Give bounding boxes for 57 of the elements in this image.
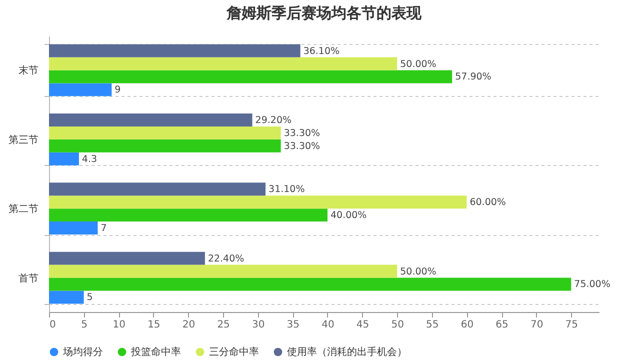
data-label: 33.30% (284, 128, 320, 139)
bar (49, 57, 398, 70)
x-tick-label: 60 (460, 320, 474, 330)
y-tick-label: 第三节 (8, 134, 38, 146)
bar (49, 83, 112, 96)
data-label: 50.00% (400, 58, 436, 70)
x-tick-label: 30 (252, 320, 265, 330)
data-label: 22.40% (208, 253, 244, 264)
x-tick-label: 45 (356, 320, 370, 330)
data-label: 9 (114, 84, 121, 96)
legend-label: 三分命中率 (209, 346, 259, 358)
bar (49, 208, 328, 222)
y-tick-label: 末节 (18, 64, 38, 77)
chart-title: 詹姆斯季后赛场均各节的表现 (226, 4, 422, 22)
bar (49, 126, 281, 140)
x-tick-label: 55 (426, 320, 439, 330)
x-tick-label: 15 (148, 320, 160, 330)
x-tick-label: 25 (217, 320, 230, 330)
bar (49, 182, 266, 196)
x-tick-label: 75 (565, 320, 578, 330)
x-tick-label: 65 (496, 320, 508, 330)
bar (49, 264, 398, 278)
data-label: 60.00% (470, 197, 506, 208)
bar (49, 139, 281, 152)
y-tick-label: 第二节 (8, 203, 38, 216)
bar (49, 290, 84, 304)
x-tick-label: 50 (391, 320, 404, 330)
data-label: 50.00% (400, 266, 436, 278)
bar (49, 152, 79, 166)
x-tick-label: 5 (81, 320, 88, 330)
bar (49, 70, 452, 84)
bar (49, 113, 252, 126)
data-label: 36.10% (303, 46, 340, 57)
data-label: 75.00% (574, 279, 610, 290)
data-label: 5 (86, 292, 93, 304)
y-tick-label: 首节 (18, 272, 38, 284)
data-label: 31.10% (268, 184, 305, 196)
legend-label: 投篮命中率 (130, 346, 181, 358)
legend-label: 使用率（消耗的出手机会） (287, 346, 407, 358)
x-tick-label: 40 (322, 320, 334, 330)
data-label: 4.3 (82, 154, 98, 165)
x-tick-label: 10 (112, 320, 126, 330)
bar (49, 222, 98, 235)
bar (49, 44, 300, 58)
x-tick-label: 0 (50, 320, 56, 330)
data-label: 57.90% (455, 72, 492, 83)
data-label: 33.30% (284, 140, 320, 152)
legend-label: 场均得分 (62, 346, 103, 358)
x-tick-label: 70 (530, 320, 544, 330)
bar (49, 278, 572, 291)
x-tick-label: 20 (182, 320, 196, 330)
data-label: 29.20% (255, 114, 292, 126)
data-label: 7 (100, 223, 107, 234)
data-label: 40.00% (330, 210, 367, 222)
x-tick-label: 35 (286, 320, 300, 330)
bar (49, 252, 205, 265)
bar (49, 196, 467, 209)
